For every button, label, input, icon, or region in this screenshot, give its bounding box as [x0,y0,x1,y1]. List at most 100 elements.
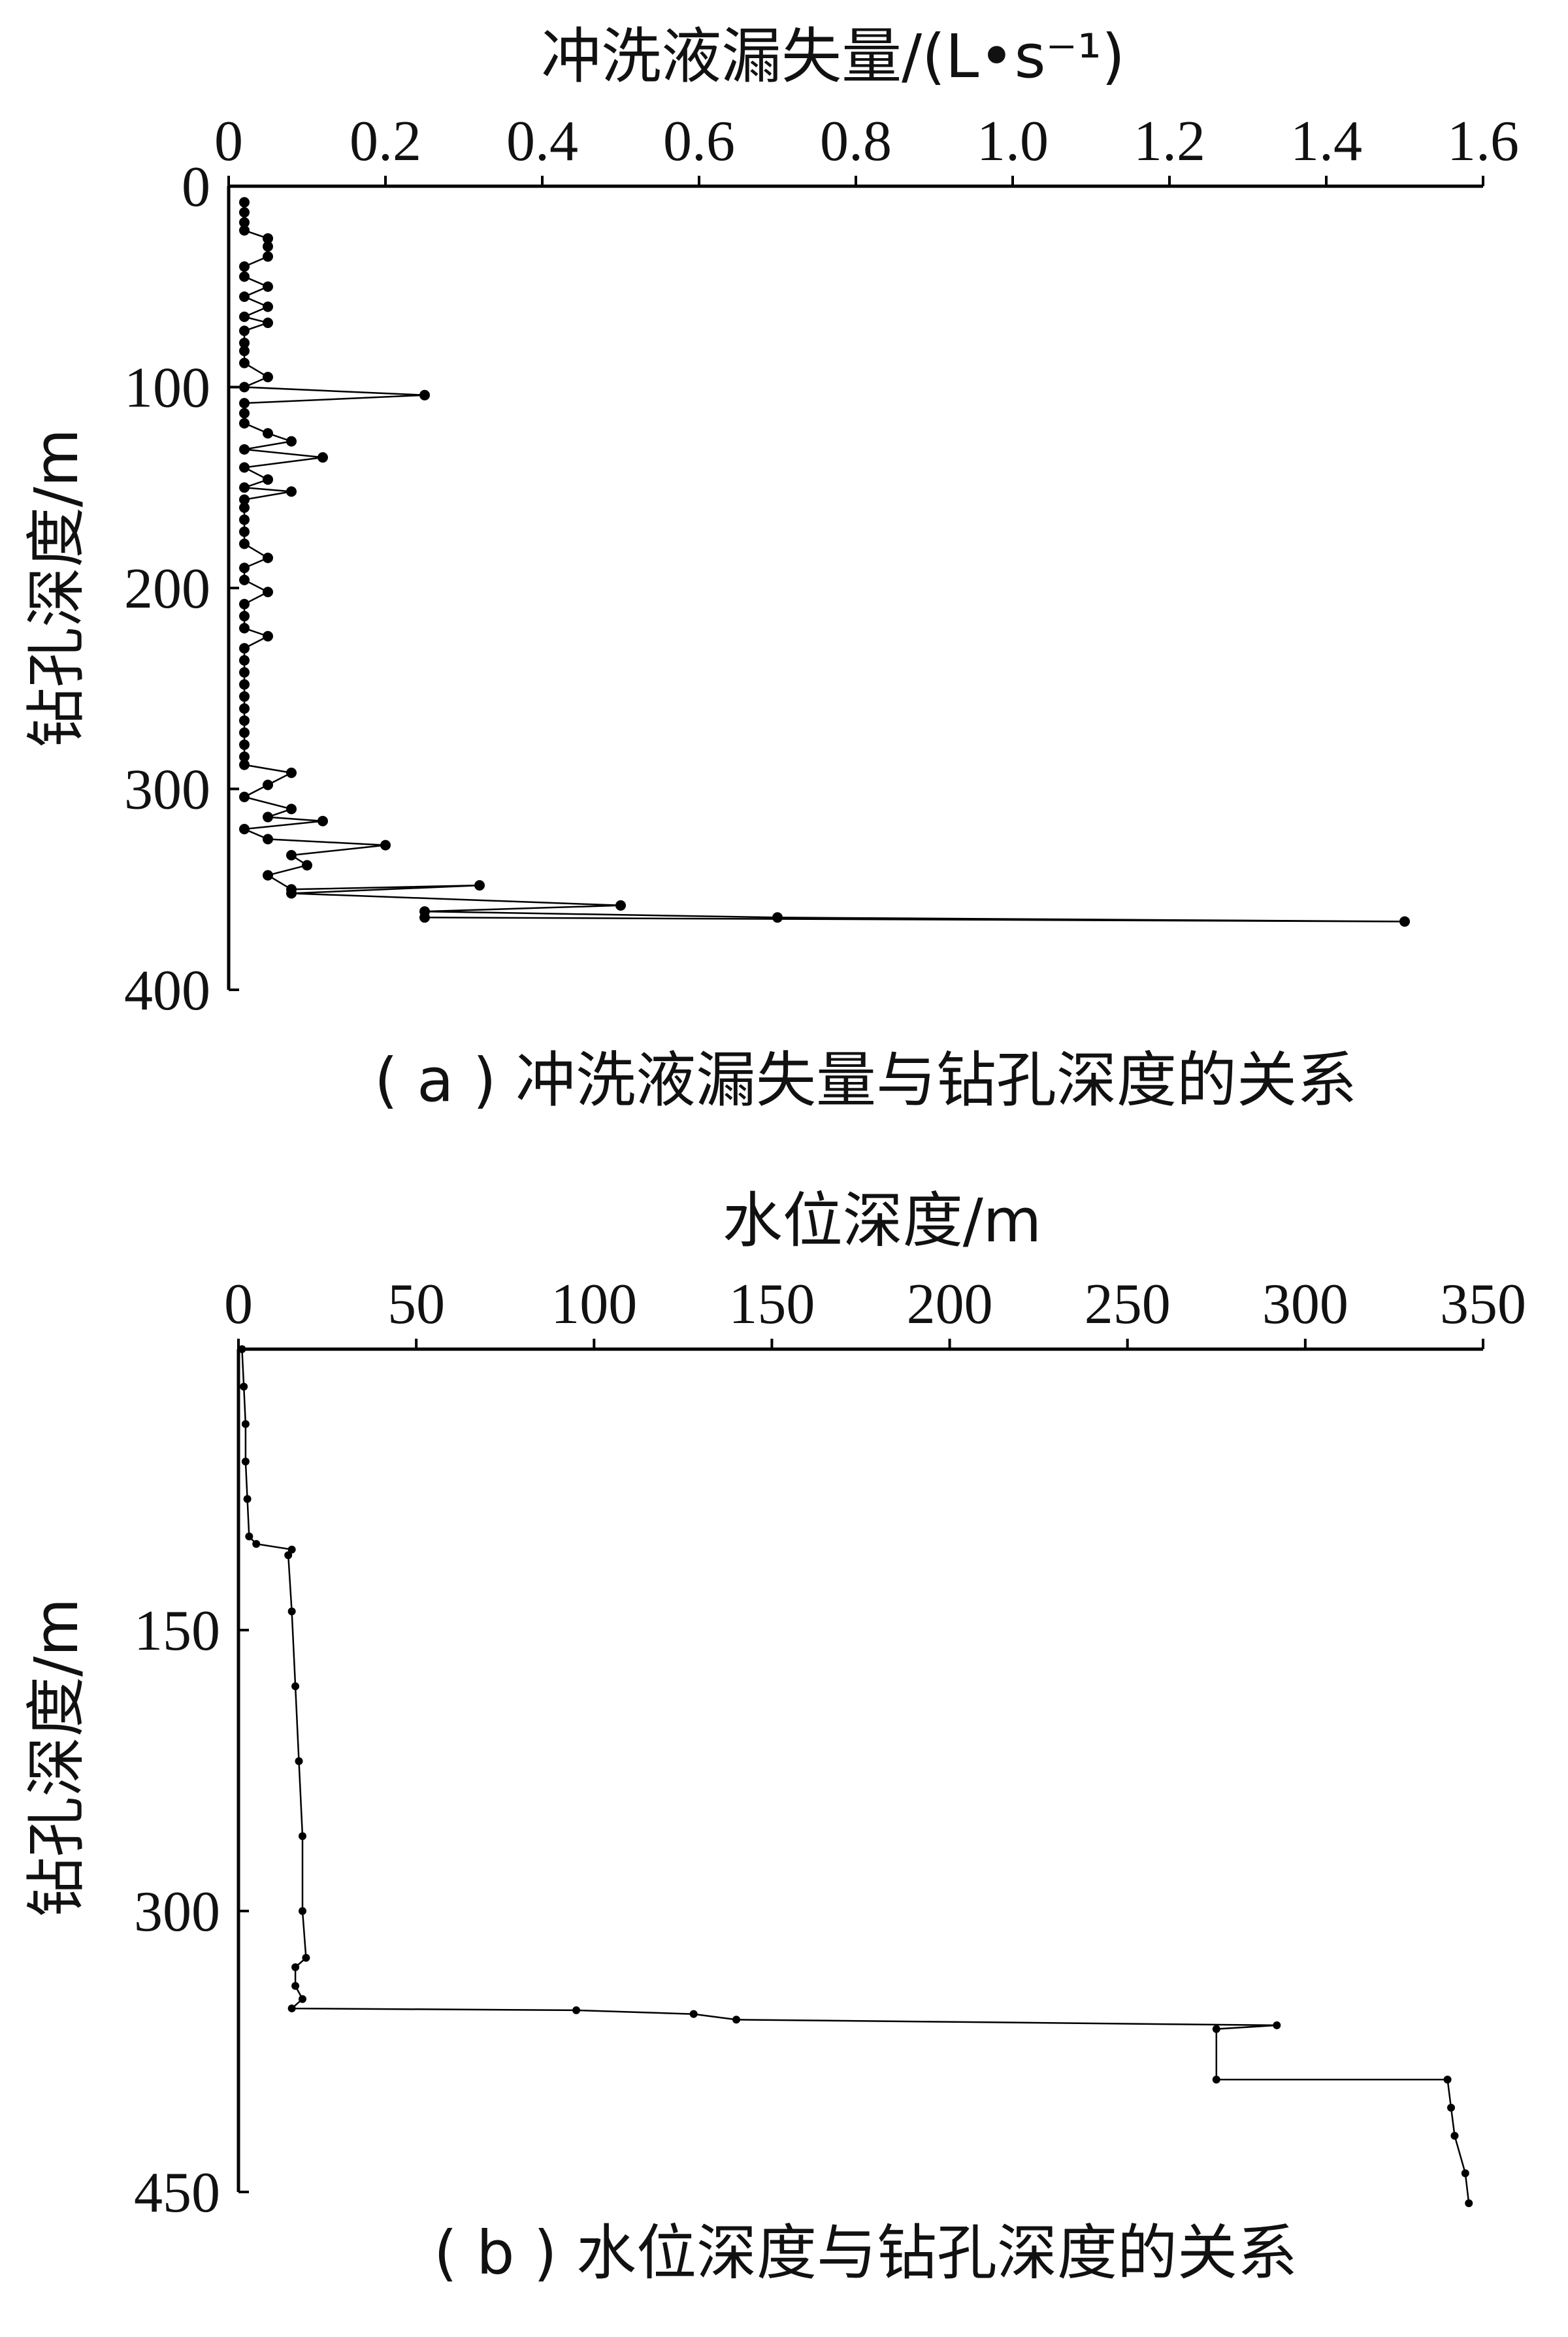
data-point [302,1953,310,1962]
data-point [239,482,250,493]
data-point [243,1495,252,1503]
data-point [263,811,273,823]
data-point [240,1382,248,1391]
y-tick-label: 0 [182,155,210,219]
panel-b-y-axis-title: 钻孔深度/m [22,1598,91,1918]
data-point [239,408,250,419]
panel-b-caption: ( b ) 水位深度与钻孔深度的关系 [434,2218,1298,2288]
panel-a-x-ticks: 0 0.2 0.4 0.6 0.8 1.0 1.2 1.4 1.6 [214,110,1519,186]
data-point [239,346,250,357]
data-point [419,912,430,923]
data-point [263,587,273,598]
data-point [295,1757,303,1765]
data-point [689,2010,698,2018]
data-point [1399,916,1410,927]
data-point [239,824,250,834]
data-point [263,318,273,329]
data-point [286,849,297,860]
panel-b-x-axis-title: 水位深度/m [723,1186,1042,1256]
y-tick-label: 400 [124,959,210,1022]
data-point [284,1551,293,1560]
y-tick-label: 150 [134,1599,220,1663]
data-point [291,1963,300,1971]
data-point [239,791,250,802]
data-point [615,900,626,911]
x-tick-label: 1.6 [1447,110,1519,173]
panel-a-y-ticks: 0 100 200 300 400 [124,155,239,1022]
data-point [1212,2076,1220,2084]
data-point [287,1607,296,1616]
panel-a-x-axis-title: 冲洗液漏失量/(L•s⁻¹) [541,22,1125,91]
data-point [239,311,250,322]
data-point [419,389,430,400]
data-point [263,251,273,262]
data-point [239,357,250,368]
panel-a-caption: ( a ) 冲洗液漏失量与钻孔深度的关系 [374,1045,1357,1115]
x-tick-label: 0.8 [820,110,892,173]
x-tick-label: 0 [214,110,243,173]
data-point [239,643,250,654]
x-tick-label: 1.0 [977,110,1049,173]
data-point [286,804,297,815]
data-point [239,325,250,336]
data-point [286,486,297,497]
data-point [239,623,250,634]
data-point [239,382,250,393]
data-point [286,888,297,899]
data-point [239,444,250,455]
data-point [239,494,250,505]
data-point [239,502,250,513]
data-point [239,739,250,750]
data-point [239,514,250,525]
data-point [252,1540,261,1548]
data-point [241,1458,250,1465]
data-point [287,1545,296,1554]
data-point [239,271,250,282]
data-point [298,1995,306,2003]
data-point [263,474,273,485]
data-point [263,233,273,244]
data-point [572,2006,581,2014]
data-point [772,912,783,923]
series-line [241,1348,1470,2204]
data-point [239,217,250,228]
data-point [263,834,273,845]
y-tick-label: 450 [134,2161,220,2225]
data-point [239,197,250,208]
data-point [239,398,250,409]
panel-a-series [239,197,1410,927]
x-tick-label: 200 [907,1273,993,1336]
data-point [263,779,273,791]
data-point [263,301,273,312]
x-tick-label: 300 [1262,1273,1348,1336]
data-point [239,715,250,726]
x-tick-label: 0 [224,1273,253,1336]
data-point [263,630,273,642]
data-point [239,598,250,610]
data-point [239,225,250,236]
data-point [239,727,250,738]
data-point [239,667,250,678]
data-point [263,281,273,292]
data-point [239,751,250,762]
data-point [239,611,250,622]
x-tick-label: 100 [551,1273,637,1336]
data-point [263,870,273,881]
data-point [239,703,250,714]
data-point [286,767,297,778]
y-tick-label: 200 [124,557,210,621]
x-tick-label: 0.2 [350,110,421,173]
data-point [239,538,250,549]
data-point [263,552,273,563]
data-point [263,428,273,439]
x-tick-label: 50 [387,1273,445,1336]
x-tick-label: 0.4 [506,110,578,173]
x-tick-label: 0.6 [663,110,735,173]
data-point [1450,2132,1459,2140]
data-point [263,372,273,383]
data-point [291,1982,300,1990]
data-point [239,574,250,585]
y-tick-label: 300 [124,759,210,822]
panel-a: 冲洗液漏失量/(L•s⁻¹) 0 0.2 0.4 0.6 0.8 1.0 1.2 1.4 1.6… [22,22,1519,1115]
